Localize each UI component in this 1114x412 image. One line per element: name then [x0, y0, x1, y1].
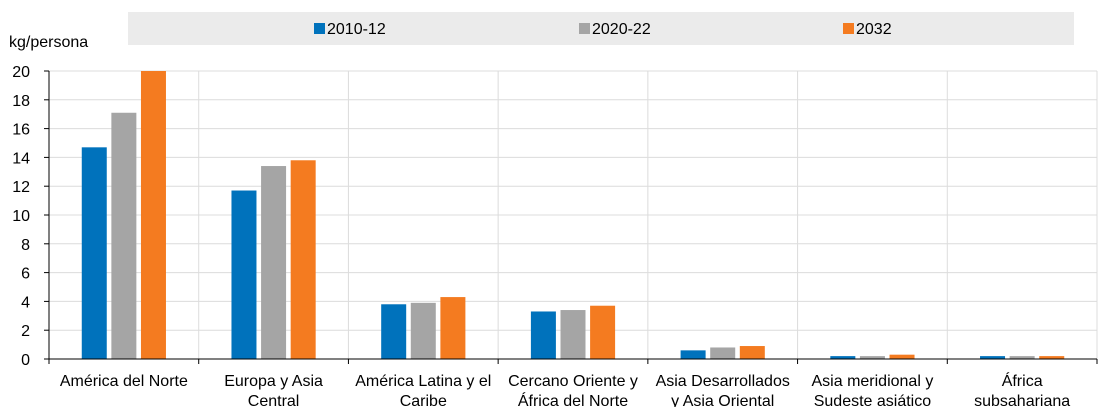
x-tick-label-line: Asia Desarrollados — [656, 373, 790, 390]
x-tick-label-line: Central — [248, 393, 300, 407]
bar — [440, 297, 466, 359]
bar — [1009, 356, 1035, 359]
bar — [381, 304, 407, 359]
bar — [980, 356, 1006, 359]
x-tick-label: Asia meridional y Sudeste asiático — [812, 373, 934, 407]
legend-box — [128, 12, 1074, 45]
y-tick-label: 0 — [21, 352, 30, 369]
x-tick-label-line: Europa y Asia — [224, 373, 323, 390]
legend: 2010-12 2020-22 2032 — [314, 21, 892, 38]
legend-swatch — [579, 23, 590, 34]
bar — [140, 71, 166, 359]
x-tick-label-line: Cercano Oriente y — [508, 373, 638, 390]
x-tick-label: Europa y Asia Central — [224, 373, 323, 407]
x-tick-label: Cercano Oriente y África del Norte — [508, 373, 638, 407]
y-tick-label: 4 — [21, 294, 30, 311]
x-tick-label-line: África — [1002, 371, 1043, 390]
y-tick-label: 20 — [12, 64, 30, 81]
y-tick-label: 16 — [12, 122, 30, 139]
axes: 0 2 4 6 8 10 12 14 16 18 20 América del Norte Europa… — [12, 64, 1098, 410]
x-tick-label-line: África del Norte — [518, 391, 628, 407]
legend-label: 2032 — [856, 21, 892, 38]
x-tick-label-line: subsahariana — [974, 393, 1070, 407]
bar — [859, 356, 885, 359]
bar — [530, 311, 556, 359]
x-tick-label: América del Norte — [60, 373, 188, 390]
y-axis-label: kg/persona — [9, 34, 88, 51]
bar — [1039, 356, 1065, 359]
bar — [830, 356, 856, 359]
legend-swatch — [314, 23, 325, 34]
legend-label: 2010-12 — [327, 21, 386, 38]
bar — [560, 310, 586, 359]
bar — [590, 305, 616, 359]
bar — [231, 190, 257, 359]
y-tick-label: 12 — [12, 179, 30, 196]
x-tick-label-line: Caribe — [400, 393, 447, 407]
y-tick-label: 6 — [21, 266, 30, 283]
x-tick-label-line: Sudeste asiático — [814, 393, 932, 407]
bar — [739, 346, 765, 359]
bar — [410, 302, 436, 359]
x-tick-label: América Latina y el Caribe — [355, 373, 491, 407]
x-tick-label-line: y Asia Oriental — [671, 393, 774, 407]
legend-swatch — [843, 23, 854, 34]
y-tick-label: 8 — [21, 237, 30, 254]
x-tick-label: África subsahariana — [974, 371, 1070, 407]
bar — [680, 350, 706, 359]
x-tick-label: Asia Desarrollados y Asia Oriental — [656, 373, 790, 407]
y-tick-label: 2 — [21, 323, 30, 340]
bar — [81, 147, 107, 359]
y-tick-label: 14 — [12, 150, 30, 167]
y-tick-label: 10 — [12, 208, 30, 225]
bar — [889, 354, 915, 359]
bar — [290, 160, 316, 359]
x-tick-label-line: América del Norte — [60, 373, 188, 390]
gridlines — [48, 70, 1098, 359]
bar — [710, 347, 736, 359]
bar — [111, 112, 137, 359]
bars — [81, 71, 1065, 359]
x-tick-label-line: Asia meridional y — [812, 373, 934, 390]
y-tick-label: 18 — [12, 93, 30, 110]
bar — [261, 166, 287, 359]
legend-label: 2020-22 — [592, 21, 651, 38]
x-tick-label-line: América Latina y el — [355, 373, 491, 390]
